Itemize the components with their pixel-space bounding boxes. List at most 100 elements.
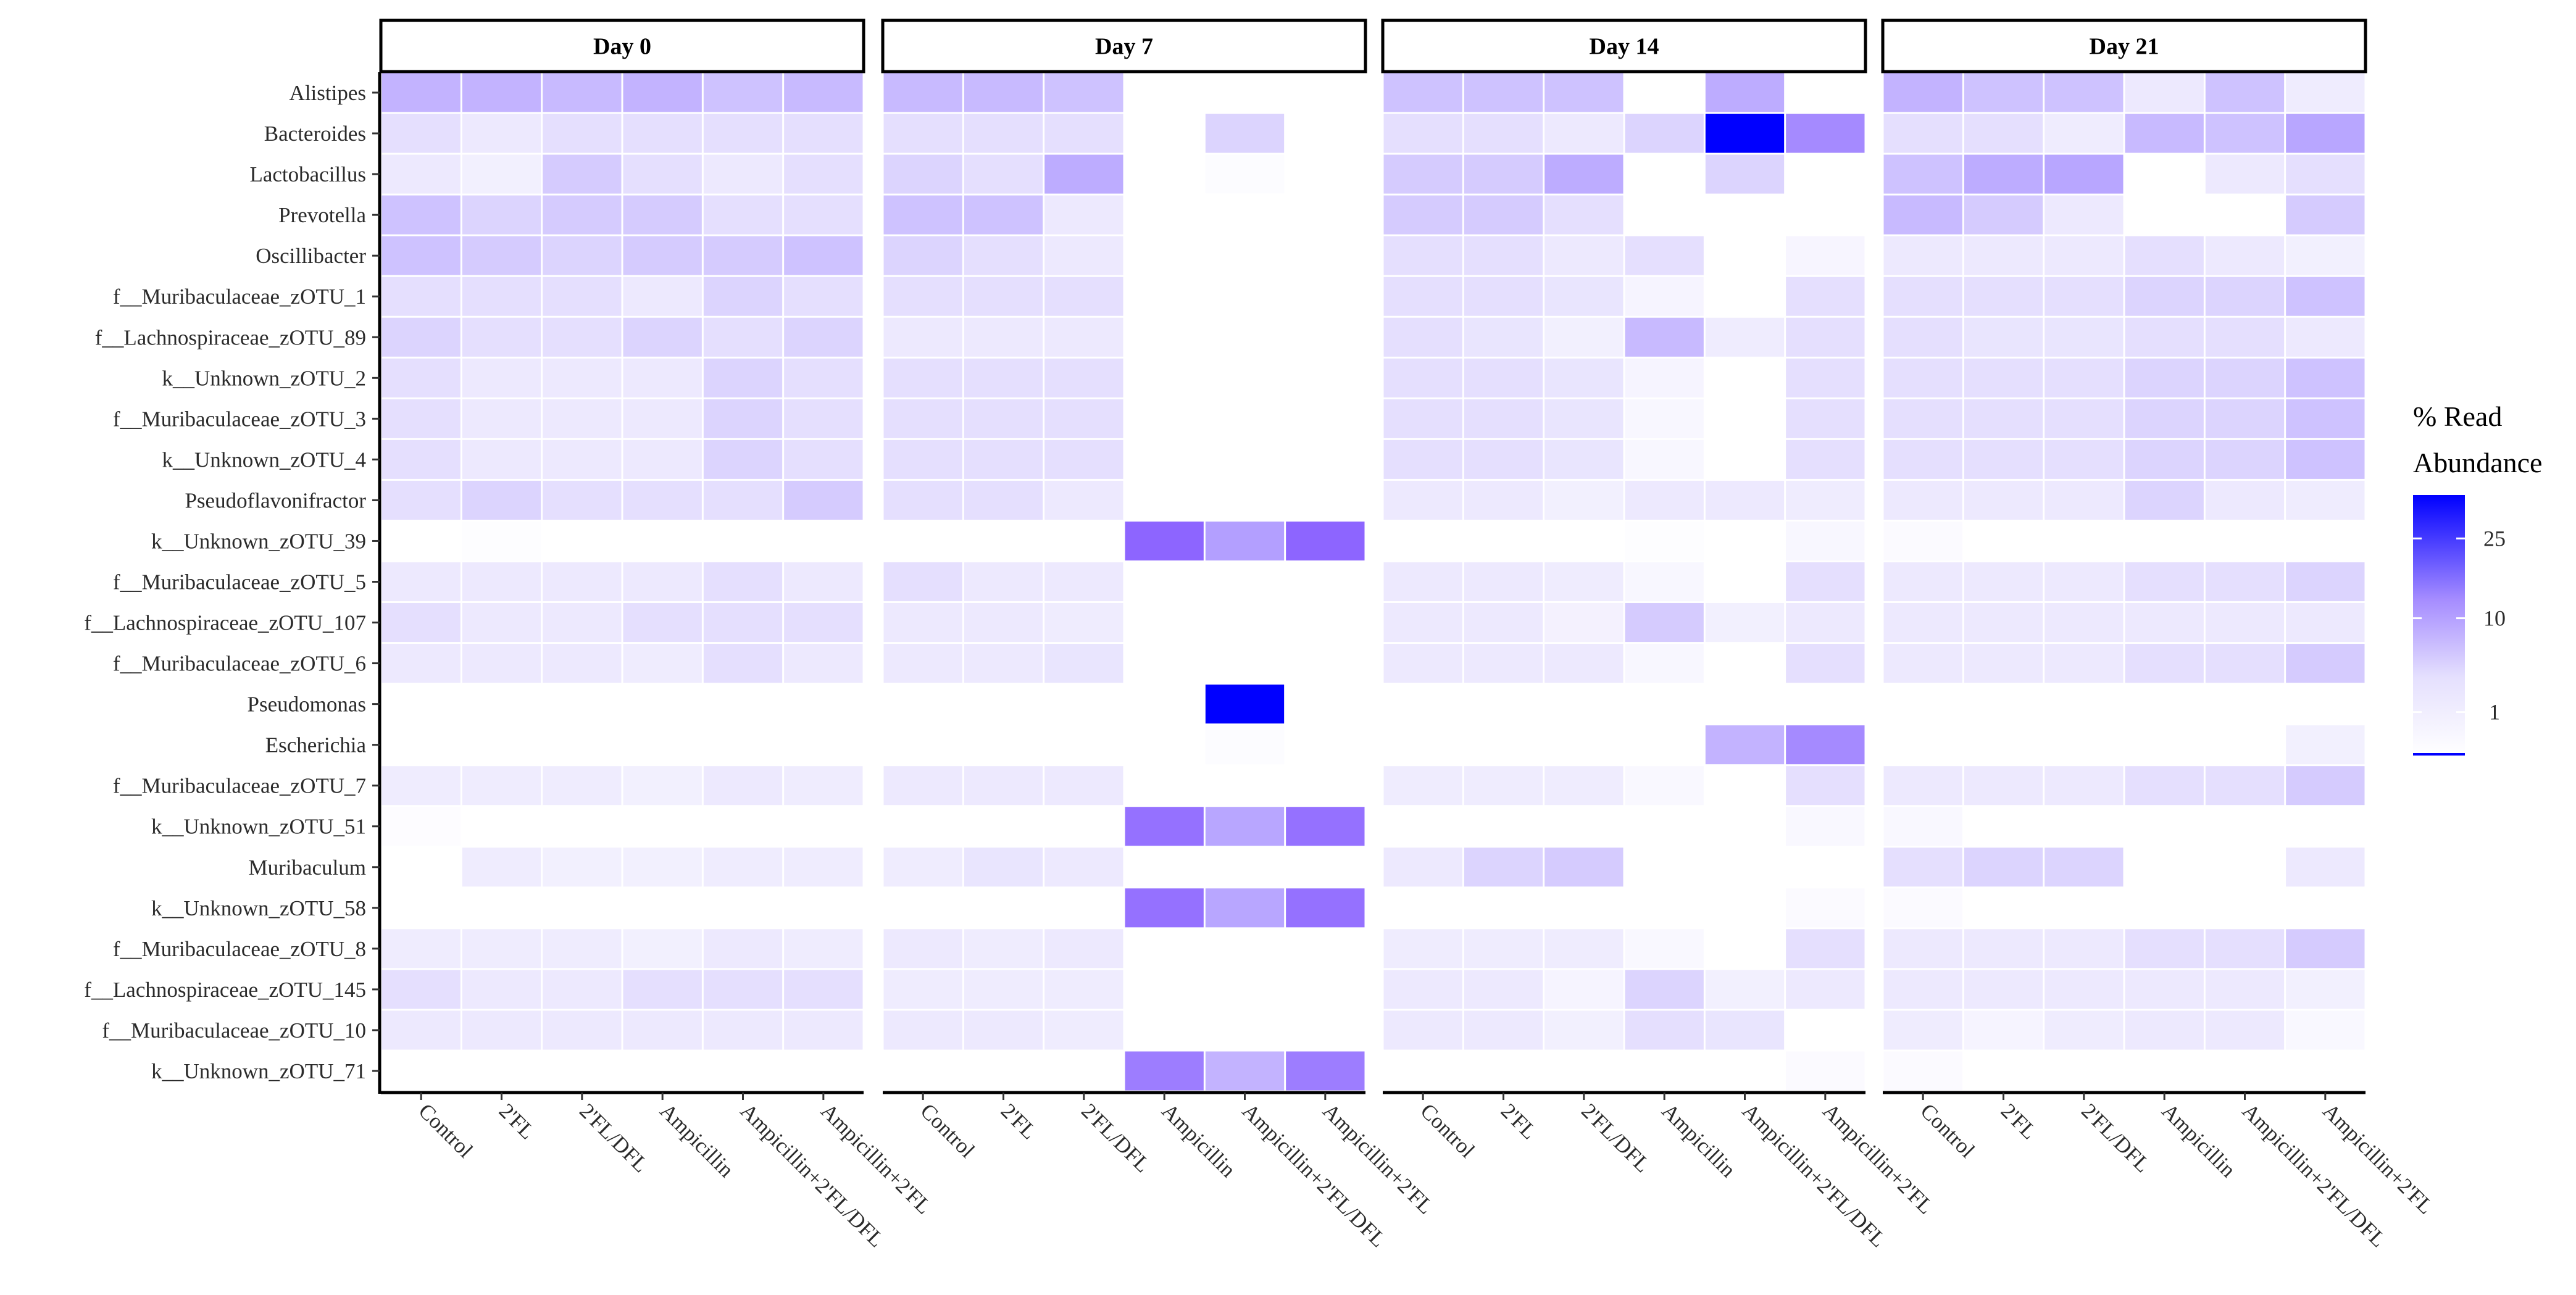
heatmap-cell bbox=[883, 521, 962, 560]
heatmap-cell bbox=[2286, 154, 2365, 194]
heatmap-cell bbox=[2286, 236, 2365, 275]
heatmap-cell bbox=[1883, 970, 1962, 1009]
heatmap-cell bbox=[1125, 766, 1204, 806]
heatmap-cell bbox=[623, 644, 702, 683]
heatmap-cell bbox=[1544, 685, 1624, 724]
heatmap-cell bbox=[1125, 970, 1204, 1009]
heatmap-cell bbox=[543, 154, 622, 194]
heatmap-cell bbox=[964, 603, 1043, 643]
heatmap-cell bbox=[543, 521, 622, 560]
legend-title-line-1: % Read bbox=[2413, 401, 2502, 432]
heatmap-cell bbox=[543, 562, 622, 602]
heatmap-cell bbox=[1383, 521, 1462, 560]
heatmap-cell bbox=[1705, 277, 1785, 316]
heatmap-cell bbox=[2045, 317, 2124, 357]
heatmap-cell bbox=[2125, 480, 2204, 520]
heatmap-cell bbox=[1464, 766, 1543, 806]
heatmap-cell bbox=[1786, 73, 1865, 112]
heatmap-cell bbox=[2125, 317, 2204, 357]
heatmap-cell bbox=[381, 929, 461, 968]
heatmap-cell bbox=[883, 562, 962, 602]
heatmap-cell bbox=[883, 725, 962, 765]
heatmap-cell bbox=[1883, 1010, 1962, 1050]
heatmap-cell bbox=[964, 847, 1043, 887]
heatmap-cell bbox=[1383, 766, 1462, 806]
heatmap-cell bbox=[1464, 685, 1543, 724]
heatmap-cell bbox=[1286, 888, 1365, 928]
heatmap-cell bbox=[784, 603, 863, 643]
heatmap-cell bbox=[883, 399, 962, 438]
heatmap-cell bbox=[2125, 847, 2204, 887]
heatmap-cell bbox=[1544, 358, 1624, 398]
heatmap-cell bbox=[1125, 114, 1204, 153]
heatmap-cell bbox=[1705, 358, 1785, 398]
heatmap-cell bbox=[1786, 480, 1865, 520]
heatmap-cell bbox=[1044, 644, 1123, 683]
heatmap-cell bbox=[1883, 73, 1962, 112]
heatmap-cell bbox=[623, 154, 702, 194]
heatmap-cell bbox=[1464, 521, 1543, 560]
heatmap-cell bbox=[1625, 399, 1704, 438]
heatmap-cell bbox=[543, 73, 622, 112]
heatmap-cell bbox=[623, 439, 702, 479]
heatmap-cell bbox=[543, 114, 622, 153]
heatmap-cell bbox=[784, 154, 863, 194]
y-tick-label: k__Unknown_zOTU_71 bbox=[151, 1059, 366, 1083]
heatmap-cell bbox=[2045, 399, 2124, 438]
heatmap-cell bbox=[703, 358, 783, 398]
heatmap-cell bbox=[1544, 154, 1624, 194]
heatmap-cell bbox=[2125, 114, 2204, 153]
x-tick-label: Ampicillin+2'FL/DFL bbox=[2238, 1099, 2391, 1252]
heatmap-cell bbox=[1205, 358, 1285, 398]
heatmap-cell bbox=[1883, 766, 1962, 806]
heatmap-cell bbox=[2045, 439, 2124, 479]
heatmap-cell bbox=[2045, 195, 2124, 235]
y-tick-label: f__Lachnospiraceae_zOTU_145 bbox=[84, 978, 366, 1002]
heatmap-cell bbox=[1464, 236, 1543, 275]
heatmap-cell bbox=[1964, 562, 2043, 602]
heatmap-cell bbox=[1044, 399, 1123, 438]
heatmap-cell bbox=[1286, 480, 1365, 520]
x-tick-label: Ampicillin bbox=[1657, 1099, 1741, 1182]
x-tick-label: Ampicillin bbox=[1157, 1099, 1241, 1182]
heatmap-cell bbox=[964, 1051, 1043, 1091]
heatmap-cell bbox=[1544, 277, 1624, 316]
heatmap-cell bbox=[2205, 644, 2285, 683]
heatmap-cell bbox=[1705, 154, 1785, 194]
heatmap-cell bbox=[1786, 154, 1865, 194]
heatmap-cell bbox=[1625, 685, 1704, 724]
y-tick-label: k__Unknown_zOTU_4 bbox=[162, 448, 366, 472]
y-tick-label: f__Muribaculaceae_zOTU_1 bbox=[113, 285, 366, 309]
heatmap-cell bbox=[784, 644, 863, 683]
heatmap-cell bbox=[1383, 73, 1462, 112]
y-tick-label: f__Muribaculaceae_zOTU_10 bbox=[102, 1018, 366, 1043]
heatmap-cell bbox=[883, 195, 962, 235]
heatmap-cell bbox=[2205, 929, 2285, 968]
heatmap-cell bbox=[381, 399, 461, 438]
heatmap-cell bbox=[623, 970, 702, 1009]
heatmap-cell bbox=[1044, 807, 1123, 846]
heatmap-cell bbox=[883, 929, 962, 968]
heatmap-cell bbox=[964, 888, 1043, 928]
heatmap-cell bbox=[1464, 1051, 1543, 1091]
heatmap-cell bbox=[1286, 154, 1365, 194]
facet-strip-label: Day 7 bbox=[1095, 34, 1153, 60]
heatmap-cell bbox=[623, 807, 702, 846]
heatmap-cell bbox=[1964, 766, 2043, 806]
heatmap-cell bbox=[2286, 277, 2365, 316]
heatmap-cell bbox=[1286, 114, 1365, 153]
heatmap-cell bbox=[462, 114, 541, 153]
heatmap-cell bbox=[784, 685, 863, 724]
heatmap-cell bbox=[1205, 277, 1285, 316]
heatmap-cell bbox=[964, 929, 1043, 968]
heatmap-cell bbox=[784, 521, 863, 560]
heatmap-cell bbox=[703, 114, 783, 153]
heatmap-cell bbox=[2045, 480, 2124, 520]
heatmap-cell bbox=[964, 358, 1043, 398]
heatmap-cell bbox=[2205, 562, 2285, 602]
heatmap-cell bbox=[784, 358, 863, 398]
heatmap-cell bbox=[1383, 562, 1462, 602]
x-tick-label: Ampicillin bbox=[2157, 1099, 2241, 1182]
heatmap-cell bbox=[964, 277, 1043, 316]
heatmap-cell bbox=[462, 847, 541, 887]
